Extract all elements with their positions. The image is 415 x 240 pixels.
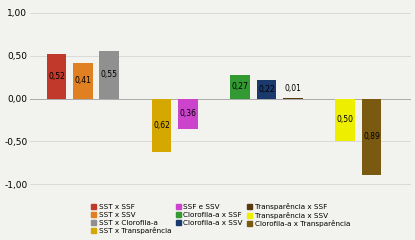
Legend: SST x SSF, SST x SSV, SST x Clorofila-a, SST x Transparência, SSF e SSV, Clorofi: SST x SSF, SST x SSV, SST x Clorofila-a,… [90,201,352,236]
Bar [361,98,381,175]
Bar [178,98,198,129]
Text: 0,41: 0,41 [74,76,91,85]
Bar [46,54,66,98]
Text: 0,50: 0,50 [337,115,354,125]
Text: 0,22: 0,22 [258,84,275,94]
Text: 0,55: 0,55 [100,70,117,79]
Text: 0,01: 0,01 [284,84,301,93]
Bar [151,98,171,152]
Text: 0,27: 0,27 [232,82,249,91]
Bar [230,75,250,98]
Bar [99,51,119,98]
Text: 0,52: 0,52 [48,72,65,81]
Bar [335,98,355,141]
Bar [256,80,276,98]
Text: 0,62: 0,62 [153,120,170,130]
Text: 0,89: 0,89 [363,132,380,141]
Bar [73,63,93,98]
Text: 0,36: 0,36 [179,109,196,119]
